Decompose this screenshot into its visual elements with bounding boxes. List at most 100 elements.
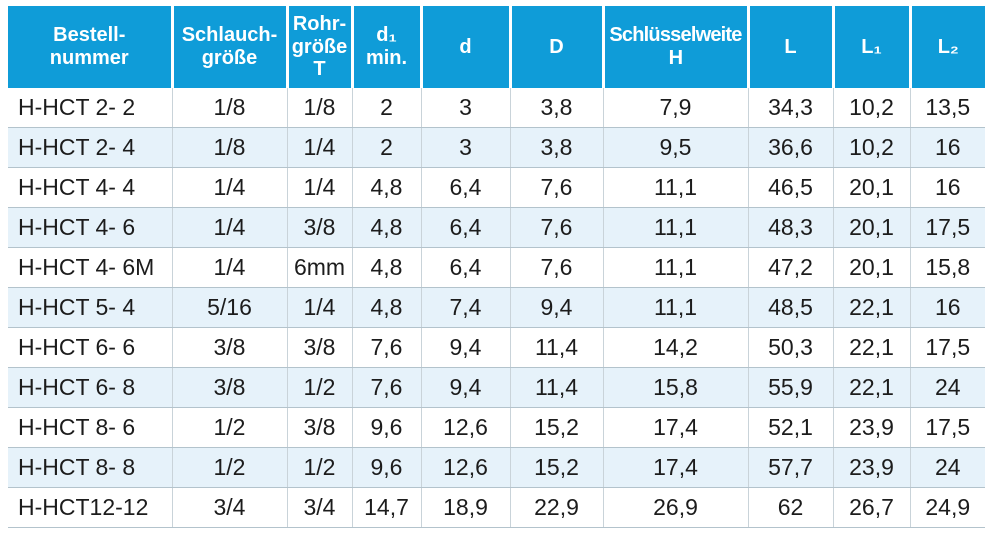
- col-header-L: L: [748, 6, 835, 88]
- cell-value: 15,8: [603, 367, 749, 408]
- table-row: H-HCT 6- 6 3/8 3/8 7,6 9,4 11,4 14,2 50,3 22,1 17…: [8, 327, 985, 368]
- cell-value: 22,1: [833, 327, 911, 368]
- cell-bestellnummer: H-HCT 2- 4: [8, 127, 173, 168]
- table-row: H-HCT 5- 4 5/16 1/4 4,8 7,4 9,4 11,1 48,5 22,1 16: [8, 287, 985, 328]
- cell-value: 15,2: [510, 407, 604, 448]
- cell-value: 6,4: [421, 167, 511, 208]
- cell-value: 6,4: [421, 207, 511, 248]
- cell-value: 34,3: [748, 88, 834, 128]
- cell-value: 3/8: [287, 407, 353, 448]
- cell-value: 1/4: [287, 127, 353, 168]
- cell-bestellnummer: H-HCT 8- 8: [8, 447, 173, 488]
- table-row: H-HCT 8- 8 1/2 1/2 9,6 12,6 15,2 17,4 57,7 23,9 2…: [8, 447, 985, 488]
- cell-bestellnummer: H-HCT 2- 2: [8, 88, 173, 128]
- cell-value: 3,8: [510, 88, 604, 128]
- cell-value: 1/2: [287, 447, 353, 488]
- cell-value: 24: [910, 367, 985, 408]
- cell-value: 55,9: [748, 367, 834, 408]
- cell-value: 17,5: [910, 327, 985, 368]
- table-row: H-HCT 6- 8 3/8 1/2 7,6 9,4 11,4 15,8 55,9 22,1 24: [8, 367, 985, 408]
- header-label: größe: [201, 47, 258, 69]
- cell-bestellnummer: H-HCT 6- 8: [8, 367, 173, 408]
- col-header-rohrgroesse-t: Rohr- größe T: [287, 6, 354, 88]
- cell-value: 12,6: [421, 407, 511, 448]
- table-row: H-HCT 4- 4 1/4 1/4 4,8 6,4 7,6 11,1 46,5 20,1 16: [8, 167, 985, 208]
- col-header-schluesselweite-h: Schlüsselweite H: [603, 6, 750, 88]
- cell-value: 22,1: [833, 367, 911, 408]
- cell-value: 7,6: [352, 327, 422, 368]
- cell-value: 5/16: [172, 287, 288, 328]
- table-row: H-HCT 8- 6 1/2 3/8 9,6 12,6 15,2 17,4 52,1 23,9 1…: [8, 407, 985, 448]
- header-label: Schlauch-: [181, 24, 278, 47]
- cell-value: 62: [748, 487, 834, 528]
- cell-value: 26,7: [833, 487, 911, 528]
- cell-value: 13,5: [910, 88, 985, 128]
- cell-value: 1/4: [172, 167, 288, 208]
- header-label: H: [668, 47, 683, 69]
- cell-value: 1/2: [287, 367, 353, 408]
- cell-value: 15,2: [510, 447, 604, 488]
- cell-value: 17,5: [910, 207, 985, 248]
- cell-value: 6mm: [287, 247, 353, 288]
- header-label: D: [549, 35, 564, 58]
- cell-value: 50,3: [748, 327, 834, 368]
- cell-value: 9,6: [352, 447, 422, 488]
- header-label: größe: [291, 35, 348, 58]
- cell-value: 24,9: [910, 487, 985, 528]
- header-label: d: [459, 35, 472, 58]
- cell-value: 23,9: [833, 447, 911, 488]
- cell-value: 2: [352, 88, 422, 128]
- table-row: H-HCT 2- 2 1/8 1/8 2 3 3,8 7,9 34,3 10,2 13,5: [8, 88, 985, 128]
- header-label: d₁: [376, 24, 397, 47]
- cell-value: 4,8: [352, 207, 422, 248]
- cell-value: 1/4: [287, 287, 353, 328]
- cell-value: 3/8: [172, 327, 288, 368]
- cell-value: 1/8: [172, 127, 288, 168]
- cell-bestellnummer: H-HCT 5- 4: [8, 287, 173, 328]
- cell-value: 11,4: [510, 367, 604, 408]
- cell-value: 10,2: [833, 88, 911, 128]
- cell-value: 6,4: [421, 247, 511, 288]
- cell-value: 3: [421, 127, 511, 168]
- cell-value: 16: [910, 167, 985, 208]
- cell-value: 9,6: [352, 407, 422, 448]
- cell-value: 48,3: [748, 207, 834, 248]
- cell-value: 12,6: [421, 447, 511, 488]
- cell-value: 1/2: [172, 447, 288, 488]
- cell-value: 17,4: [603, 407, 749, 448]
- table-body: H-HCT 2- 2 1/8 1/8 2 3 3,8 7,9 34,3 10,2 13,5 H-HC…: [8, 88, 985, 528]
- cell-value: 36,6: [748, 127, 834, 168]
- cell-value: 47,2: [748, 247, 834, 288]
- cell-value: 7,6: [510, 247, 604, 288]
- header-label: T: [313, 58, 326, 81]
- cell-value: 1/2: [172, 407, 288, 448]
- cell-value: 11,4: [510, 327, 604, 368]
- cell-value: 22,1: [833, 287, 911, 328]
- cell-value: 14,7: [352, 487, 422, 528]
- table-row: H-HCT12-12 3/4 3/4 14,7 18,9 22,9 26,9 62 26,7 24…: [8, 487, 985, 528]
- table-row: H-HCT 4- 6M 1/4 6mm 4,8 6,4 7,6 11,1 47,2 20,1 15…: [8, 247, 985, 288]
- cell-value: 3/4: [287, 487, 353, 528]
- header-label: L₁: [861, 35, 882, 58]
- cell-bestellnummer: H-HCT12-12: [8, 487, 173, 528]
- header-row: Bestell- nummer Schlauch- größe Rohr- gr…: [8, 6, 985, 88]
- cell-value: 9,4: [510, 287, 604, 328]
- header-label: Schlüsselweite: [609, 24, 742, 47]
- cell-value: 7,6: [510, 167, 604, 208]
- cell-value: 7,9: [603, 88, 749, 128]
- col-header-bestellnummer: Bestell- nummer: [8, 6, 174, 88]
- cell-value: 3/8: [287, 327, 353, 368]
- cell-bestellnummer: H-HCT 8- 6: [8, 407, 173, 448]
- cell-value: 18,9: [421, 487, 511, 528]
- cell-value: 9,5: [603, 127, 749, 168]
- cell-value: 16: [910, 127, 985, 168]
- cell-value: 3/8: [172, 367, 288, 408]
- cell-bestellnummer: H-HCT 6- 6: [8, 327, 173, 368]
- cell-bestellnummer: H-HCT 4- 4: [8, 167, 173, 208]
- fitting-spec-table: Bestell- nummer Schlauch- größe Rohr- gr…: [8, 6, 985, 528]
- cell-bestellnummer: H-HCT 4- 6M: [8, 247, 173, 288]
- cell-value: 57,7: [748, 447, 834, 488]
- cell-bestellnummer: H-HCT 4- 6: [8, 207, 173, 248]
- cell-value: 7,4: [421, 287, 511, 328]
- cell-value: 26,9: [603, 487, 749, 528]
